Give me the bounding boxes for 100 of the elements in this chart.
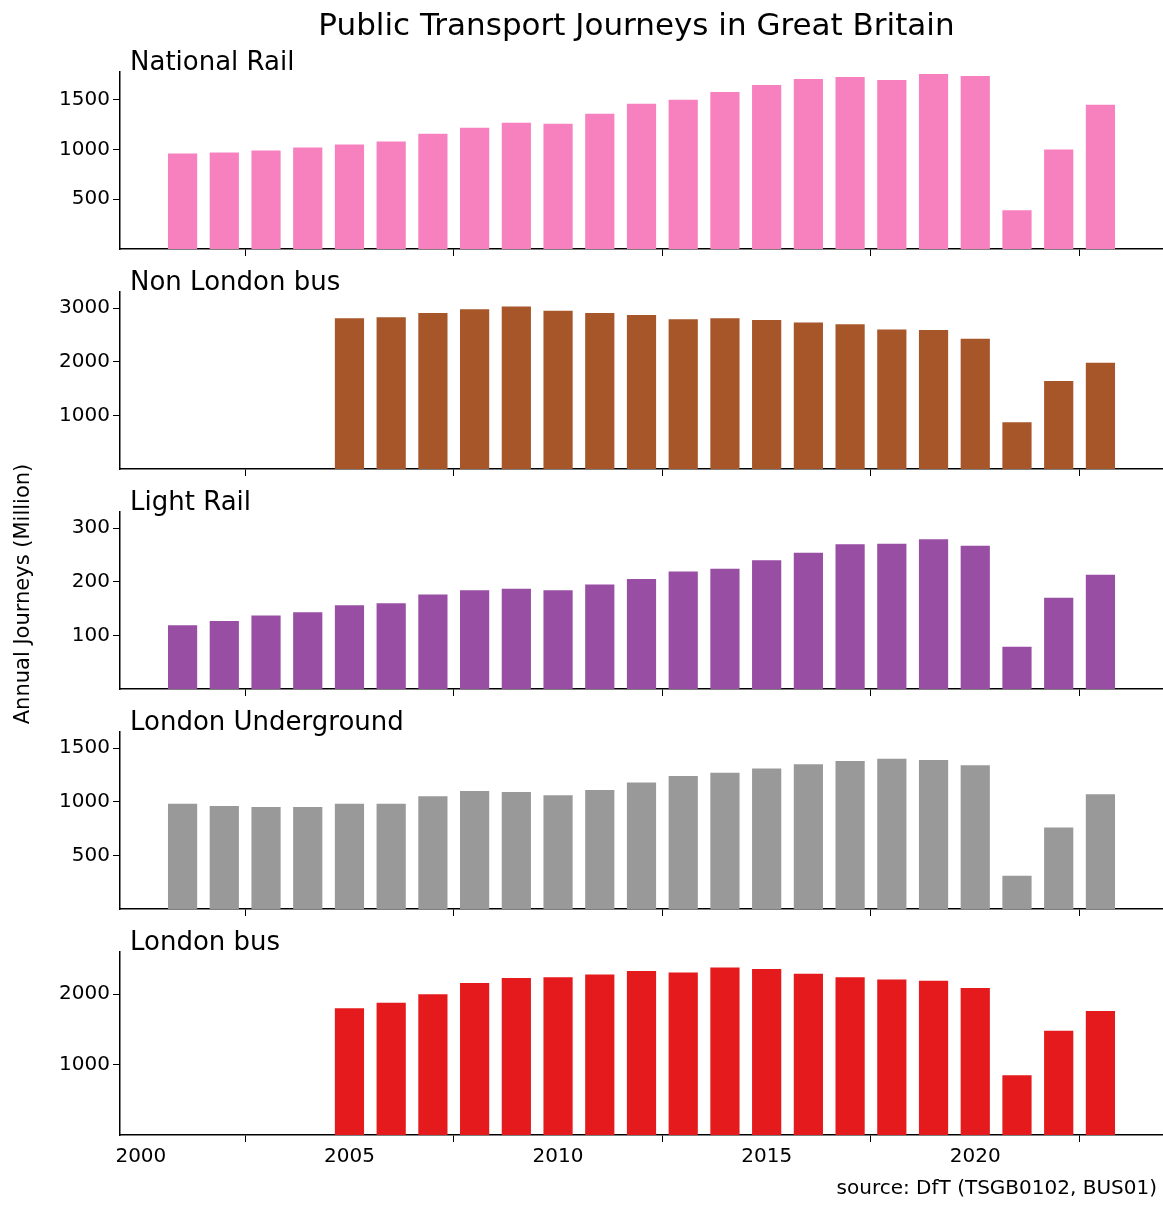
bar — [918, 759, 949, 909]
bar — [793, 322, 823, 469]
bar — [710, 91, 740, 249]
bar — [835, 76, 865, 249]
bar — [460, 982, 490, 1135]
y-tick-label: 500 — [71, 841, 110, 866]
bar — [501, 588, 531, 689]
chart-subtitle: Light Rail — [130, 485, 252, 516]
bar — [918, 539, 949, 689]
bar — [209, 806, 239, 909]
bar — [251, 150, 281, 249]
y-tick-label: 1000 — [59, 1050, 110, 1075]
bar — [793, 764, 823, 909]
bar — [418, 312, 448, 469]
x-tick-label: 2005 — [324, 1143, 375, 1168]
y-axis-title: Annual Journeys (Million) — [10, 463, 34, 725]
bar — [334, 1008, 365, 1135]
bar — [543, 123, 573, 249]
bar — [1002, 875, 1032, 909]
bar — [1002, 210, 1032, 249]
bar — [668, 972, 698, 1135]
bar — [334, 605, 365, 689]
bar — [418, 133, 448, 249]
bar — [1085, 1011, 1116, 1135]
y-tick-label: 1000 — [59, 135, 110, 160]
bar — [543, 310, 573, 469]
bar — [918, 73, 949, 249]
y-tick-label: 3000 — [59, 294, 110, 319]
bar — [626, 971, 657, 1135]
y-tick-label: 1000 — [59, 401, 110, 426]
bar — [918, 980, 949, 1135]
bar — [251, 807, 281, 909]
bar — [752, 768, 782, 909]
bar — [1002, 1075, 1032, 1135]
bar — [1002, 422, 1032, 469]
bar — [501, 306, 531, 469]
bar — [960, 545, 990, 689]
bar — [293, 612, 323, 689]
bar — [501, 792, 531, 909]
bar — [626, 103, 657, 249]
bar — [710, 967, 740, 1135]
x-tick-label: 2020 — [949, 1143, 1001, 1168]
y-tick-label: 100 — [71, 621, 110, 646]
bar — [710, 318, 740, 469]
bar — [1044, 381, 1074, 469]
chart-subtitle: London bus — [130, 925, 281, 956]
bar — [1044, 149, 1074, 249]
bar — [710, 772, 740, 909]
bar — [960, 338, 990, 469]
bar — [376, 1002, 406, 1135]
bar — [460, 590, 490, 689]
chart-subtitle: Non London bus — [130, 265, 341, 296]
bar — [293, 807, 323, 909]
bar — [835, 544, 865, 689]
bar — [918, 330, 949, 469]
y-tick-label: 2000 — [59, 980, 110, 1005]
bar — [877, 79, 907, 249]
bar — [1044, 1030, 1074, 1135]
bar — [668, 319, 698, 469]
x-tick-label: 2015 — [741, 1143, 793, 1168]
bar — [585, 584, 615, 689]
bar — [1044, 597, 1074, 689]
bar — [960, 75, 990, 249]
bar — [460, 309, 490, 469]
y-tick-label: 1500 — [59, 734, 110, 759]
y-tick-label: 1000 — [59, 787, 110, 812]
bar — [1085, 104, 1116, 249]
bar — [960, 987, 990, 1135]
bar — [293, 147, 323, 249]
bar — [752, 84, 782, 249]
bar — [752, 968, 782, 1135]
bar — [752, 560, 782, 689]
bar — [626, 315, 657, 469]
bar — [877, 758, 907, 909]
bar — [418, 994, 448, 1135]
bar — [668, 571, 698, 689]
bar — [835, 760, 865, 909]
bar — [585, 974, 615, 1135]
bar — [167, 803, 198, 909]
bar — [793, 78, 823, 249]
bar — [877, 979, 907, 1135]
bar — [1085, 362, 1116, 469]
chart-title: Public Transport Journeys in Great Britain — [317, 5, 956, 44]
bar — [668, 775, 698, 909]
bar — [418, 796, 448, 909]
bar — [1002, 646, 1032, 689]
bar — [752, 319, 782, 469]
bar — [376, 141, 406, 249]
bar — [835, 324, 865, 469]
chart-subtitle: London Underground — [130, 705, 404, 736]
bar — [793, 552, 823, 689]
bar — [460, 791, 490, 909]
bar — [167, 153, 198, 249]
bar — [1044, 827, 1074, 909]
bar — [668, 99, 698, 249]
bar — [460, 127, 490, 249]
bar — [585, 113, 615, 249]
bar — [1085, 794, 1116, 909]
bar — [167, 625, 198, 689]
bar — [585, 789, 615, 909]
